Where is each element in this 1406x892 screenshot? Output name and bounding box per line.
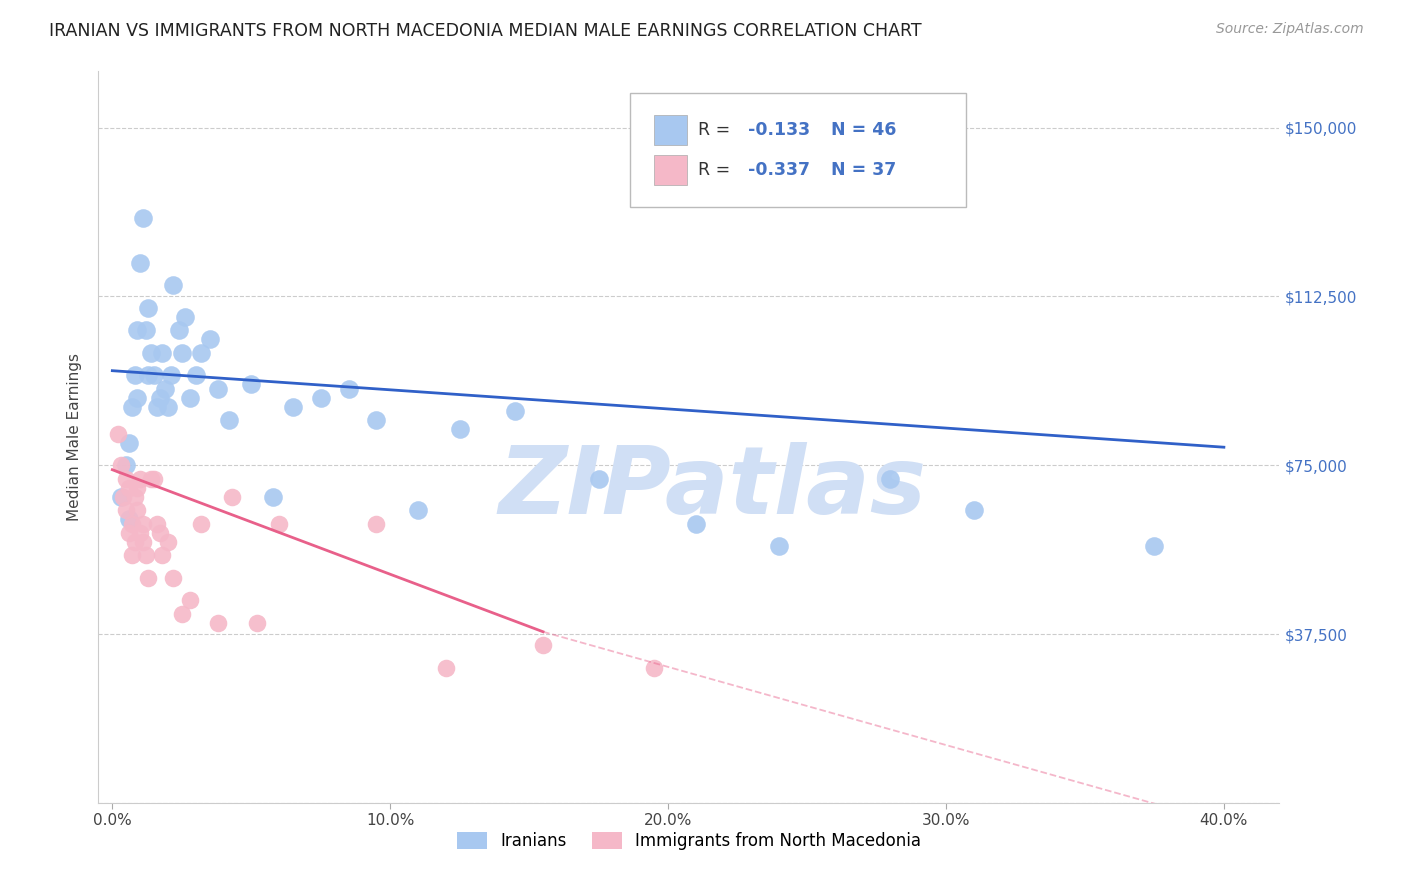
Point <box>143 368 166 383</box>
Point <box>768 539 790 553</box>
Point <box>167 323 190 337</box>
Text: Source: ZipAtlas.com: Source: ZipAtlas.com <box>1216 22 1364 37</box>
Point <box>159 368 181 383</box>
Point <box>124 490 146 504</box>
Point <box>146 516 169 531</box>
Point <box>118 512 141 526</box>
Point <box>685 516 707 531</box>
Point <box>129 472 152 486</box>
Point <box>115 472 138 486</box>
Point <box>366 516 388 531</box>
Point <box>115 503 138 517</box>
Point <box>162 571 184 585</box>
Point <box>127 391 149 405</box>
Point <box>121 400 143 414</box>
Point <box>162 278 184 293</box>
Point <box>127 481 149 495</box>
Point <box>190 345 212 359</box>
Point <box>337 382 360 396</box>
Point <box>1143 539 1166 553</box>
Point <box>127 323 149 337</box>
Point <box>173 310 195 324</box>
Point <box>366 413 388 427</box>
Point <box>129 255 152 269</box>
Point <box>150 345 173 359</box>
Point <box>148 525 170 540</box>
Point <box>218 413 240 427</box>
Point <box>503 404 526 418</box>
Point <box>198 332 221 346</box>
Point <box>156 400 179 414</box>
Point <box>118 481 141 495</box>
Point <box>179 593 201 607</box>
Text: N = 46: N = 46 <box>831 121 896 139</box>
Point <box>207 615 229 630</box>
Point <box>184 368 207 383</box>
Point <box>135 548 157 562</box>
Point <box>150 548 173 562</box>
Point <box>135 323 157 337</box>
Point <box>127 503 149 517</box>
Point <box>240 377 263 392</box>
Point <box>118 435 141 450</box>
Point <box>143 472 166 486</box>
Point <box>207 382 229 396</box>
Point <box>138 368 160 383</box>
Point <box>963 503 986 517</box>
Point <box>107 426 129 441</box>
Point <box>118 525 141 540</box>
Point <box>129 525 152 540</box>
Point <box>124 534 146 549</box>
Point <box>179 391 201 405</box>
Point <box>434 661 457 675</box>
Point <box>643 661 665 675</box>
Point <box>170 345 193 359</box>
Point <box>121 516 143 531</box>
Point <box>153 382 176 396</box>
Point <box>132 211 155 225</box>
Point <box>141 472 163 486</box>
Point <box>110 490 132 504</box>
Point <box>170 607 193 621</box>
Point <box>190 516 212 531</box>
Point <box>588 472 610 486</box>
Point <box>267 516 290 531</box>
Point <box>132 516 155 531</box>
Text: R =: R = <box>699 121 737 139</box>
Point <box>531 638 554 652</box>
Point <box>121 548 143 562</box>
Point <box>115 458 138 473</box>
Point <box>281 400 304 414</box>
Point <box>138 301 160 315</box>
Point <box>406 503 429 517</box>
FancyBboxPatch shape <box>654 115 686 145</box>
Text: ZIPatlas: ZIPatlas <box>499 442 927 534</box>
Y-axis label: Median Male Earnings: Median Male Earnings <box>67 353 83 521</box>
FancyBboxPatch shape <box>654 155 686 185</box>
Point <box>146 400 169 414</box>
Point <box>124 368 146 383</box>
Point <box>246 615 269 630</box>
Text: R =: R = <box>699 161 737 179</box>
FancyBboxPatch shape <box>630 94 966 207</box>
Point <box>141 345 163 359</box>
Text: -0.133: -0.133 <box>748 121 810 139</box>
Point <box>110 458 132 473</box>
Text: IRANIAN VS IMMIGRANTS FROM NORTH MACEDONIA MEDIAN MALE EARNINGS CORRELATION CHAR: IRANIAN VS IMMIGRANTS FROM NORTH MACEDON… <box>49 22 922 40</box>
Point <box>112 490 135 504</box>
Point <box>132 534 155 549</box>
Point <box>309 391 332 405</box>
Point <box>156 534 179 549</box>
Legend: Iranians, Immigrants from North Macedonia: Iranians, Immigrants from North Macedoni… <box>450 825 928 856</box>
Point <box>449 422 471 436</box>
Point <box>879 472 901 486</box>
Point <box>263 490 285 504</box>
Point <box>148 391 170 405</box>
Point <box>221 490 243 504</box>
Point <box>138 571 160 585</box>
Text: -0.337: -0.337 <box>748 161 810 179</box>
Text: N = 37: N = 37 <box>831 161 896 179</box>
